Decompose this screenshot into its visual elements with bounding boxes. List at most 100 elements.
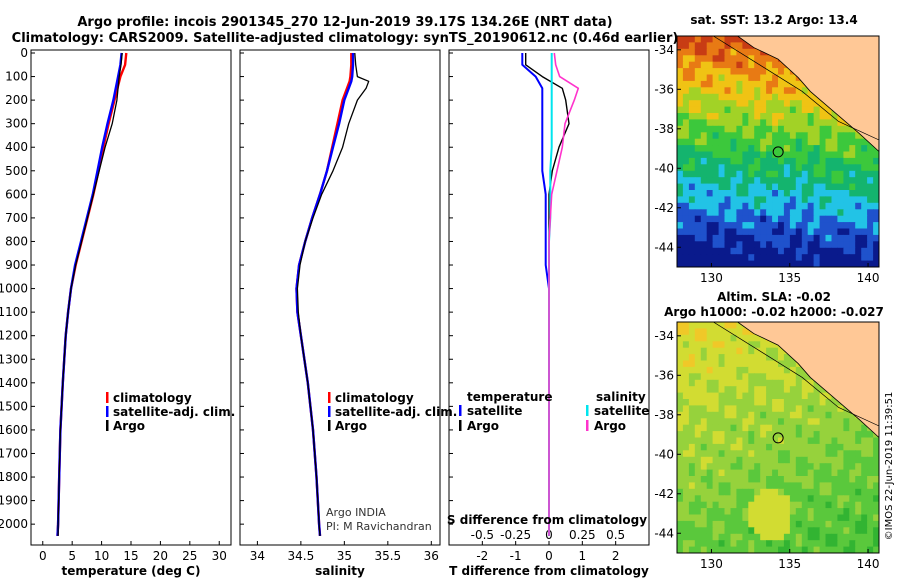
map-cell [807,456,815,464]
map-cell [783,125,791,133]
depth-tick-label: 1100 [0,305,28,319]
map-cell [748,360,755,368]
map-cell [742,55,749,63]
map-cell [700,151,708,159]
map-cell [807,540,815,548]
map-cell [712,215,720,223]
map-cell [754,209,761,217]
map-cell [677,170,684,178]
map-cell [754,138,761,146]
map-cell [742,347,749,355]
map-cell [742,190,749,197]
x-tick-label: 5 [68,549,76,563]
map-cell [807,463,815,471]
map-cell [772,151,779,159]
map-cell [873,476,879,483]
lat-tick-label: -44 [654,526,674,540]
map-cell [682,241,690,249]
map-cell [789,183,797,191]
map-cell [778,196,785,204]
map-cell [837,495,844,503]
map-cell [700,190,708,197]
map-cell [682,450,690,458]
map-cell [795,93,803,101]
map-cell [712,177,720,185]
map-cell [783,386,791,394]
map-cell [736,463,743,471]
map-cell [694,119,702,127]
map-cell [682,222,690,230]
t-difference-axis-label: T difference from climatology [449,564,649,578]
map-cell [801,215,809,223]
map-cell [682,234,690,242]
map-cell [677,469,684,477]
map-cell [736,234,743,242]
map-cell [736,151,743,159]
map-cell [730,469,737,477]
depth-tick-label: 800 [5,234,28,248]
map-cell [730,334,737,342]
map-cell [831,450,838,458]
map-cell [807,450,815,458]
map-cell [712,106,720,114]
map-cell [867,196,874,204]
map-cell [813,424,821,432]
map-cell [712,469,720,477]
map-cell [730,74,737,82]
map-cell [742,234,749,242]
map-cell [807,508,815,516]
map-cell [694,533,702,541]
map-cell [712,68,720,76]
map-frame [676,321,880,554]
map-cell [748,540,755,548]
map-cell [742,48,749,56]
map-cell [789,100,797,108]
map-cell [831,241,838,249]
map-cell [677,476,684,483]
map-cell [831,431,838,439]
map-cell [694,405,702,413]
map-cell [849,170,856,178]
map-cell [831,424,838,432]
map-cell [849,411,856,419]
map-cell [730,164,737,172]
map-cell [783,215,791,223]
map-cell [718,222,726,230]
map-cell [682,533,690,541]
map-cell [795,234,803,242]
map-cell [873,215,879,223]
map-cell [849,260,856,267]
map-cell [778,373,785,381]
map-cell [700,106,708,114]
map-cell [772,476,779,483]
map-cell [730,254,737,262]
map-cell [730,132,737,140]
map-cell [742,520,749,528]
map-cell [706,183,714,191]
map-cell [855,241,862,249]
map-cell [813,405,821,413]
map-cell [682,360,690,368]
map-cell [819,241,827,249]
map-cell [789,241,797,249]
map-cell [724,508,731,516]
map-cell [801,132,809,140]
map-cell [742,68,749,76]
map-cell [754,373,761,381]
map-cell [688,527,696,535]
map-cell [795,476,803,483]
map-cell [718,93,726,101]
map-cell [742,469,749,477]
map-cell [712,42,720,50]
map-cell [772,170,779,178]
map-cell [748,202,755,210]
map-cell [843,443,850,451]
map-cell [706,495,714,503]
map-cell [855,476,862,483]
map-cell [718,87,726,95]
map-cell [783,508,791,516]
map-cell [807,520,815,528]
map-cell [682,100,690,108]
map-cell [819,100,827,108]
map-cell [706,328,714,336]
